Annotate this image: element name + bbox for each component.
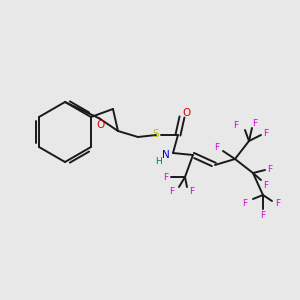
Text: F: F xyxy=(169,187,175,196)
Text: O: O xyxy=(96,119,105,130)
Text: F: F xyxy=(164,172,169,182)
Text: F: F xyxy=(260,211,266,220)
Text: F: F xyxy=(189,187,194,196)
Text: F: F xyxy=(263,128,268,137)
Text: H: H xyxy=(156,158,162,166)
Text: F: F xyxy=(252,118,257,127)
Text: N: N xyxy=(162,150,170,160)
Text: F: F xyxy=(233,121,238,130)
Text: F: F xyxy=(267,164,272,173)
Text: S: S xyxy=(153,129,159,139)
Text: F: F xyxy=(214,142,220,152)
Text: F: F xyxy=(263,181,268,190)
Text: O: O xyxy=(183,108,191,118)
Text: F: F xyxy=(242,199,247,208)
Text: F: F xyxy=(275,199,281,208)
